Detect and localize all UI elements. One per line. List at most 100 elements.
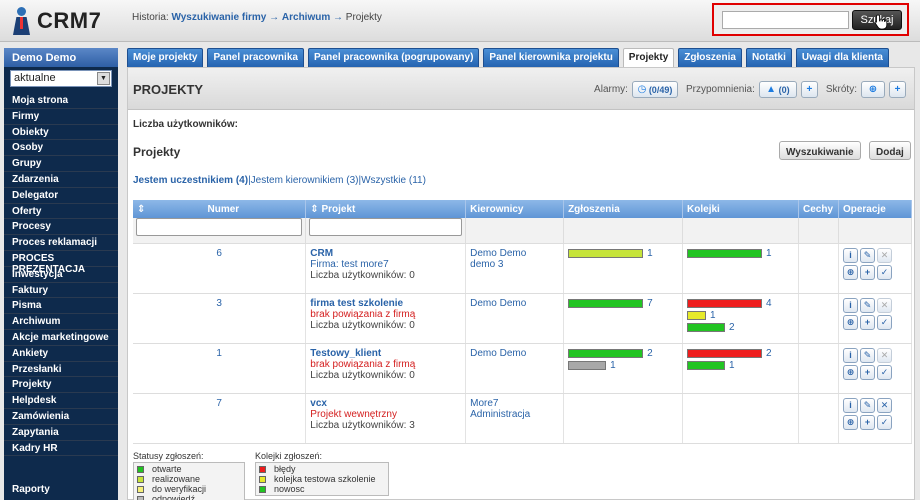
tab-projekty[interactable]: Projekty [622, 48, 675, 67]
count-bar-row[interactable]: 1 [568, 360, 678, 371]
add-icon[interactable]: + [859, 314, 875, 330]
sidebar-item[interactable]: Zamówienia [4, 408, 118, 425]
add-icon[interactable]: + [859, 364, 875, 380]
numer-filter-input[interactable] [136, 218, 303, 236]
search-projects-button[interactable]: Wyszukiwanie [779, 141, 861, 160]
add-icon[interactable]: + [859, 264, 875, 280]
sidebar-item[interactable]: Inwestycja [4, 266, 118, 283]
count-bar-row[interactable]: 2 [568, 348, 678, 359]
edit-icon[interactable]: ✎ [859, 297, 875, 313]
sidebar-item[interactable]: Zapytania [4, 424, 118, 441]
search-input[interactable] [722, 11, 849, 29]
breadcrumb-link-wyszukiwanie[interactable]: Wyszukiwanie firmy [171, 12, 267, 23]
cell-numer[interactable]: 3 [133, 293, 307, 344]
count-bar-row[interactable]: 4 [687, 298, 794, 309]
shortcuts-button[interactable]: ⊕ [861, 81, 885, 98]
add-project-button[interactable]: Dodaj [869, 141, 911, 160]
sidebar-item[interactable]: Przesłanki [4, 361, 118, 378]
check-icon[interactable]: ✓ [876, 414, 892, 430]
count-bar-row[interactable]: 2 [687, 322, 794, 333]
sidebar-item[interactable]: Akcje marketingowe [4, 329, 118, 346]
check-icon[interactable]: ✓ [876, 364, 892, 380]
cell-numer[interactable]: 7 [133, 393, 307, 444]
view-icon[interactable]: ⊕ [842, 264, 858, 280]
project-name-link[interactable]: vcx [310, 397, 327, 409]
cell-numer[interactable]: 1 [133, 343, 307, 394]
projekt-filter-input[interactable] [309, 218, 463, 236]
tab-uwagi[interactable]: Uwagi dla klienta [795, 48, 889, 67]
manager-link[interactable]: More7 Administracja [470, 397, 531, 420]
sidebar-item[interactable]: Ankiety [4, 345, 118, 362]
count-bar-row[interactable]: 2 [687, 348, 794, 359]
manager-link[interactable]: Demo Demo [470, 297, 527, 309]
sidebar-item[interactable]: Projekty [4, 377, 118, 394]
sidebar-item[interactable]: Oferty [4, 203, 118, 220]
sidebar-item[interactable]: Proces reklamacji [4, 235, 118, 251]
sidebar-item-raporty[interactable]: Raporty [4, 480, 118, 500]
manager-link[interactable]: Demo Demo [470, 347, 527, 359]
project-company[interactable]: Firma: test more7 [310, 258, 389, 270]
sidebar-item[interactable]: Faktury [4, 282, 118, 299]
col-cechy[interactable]: Cechy [798, 200, 839, 218]
info-icon[interactable]: i [842, 297, 858, 313]
view-icon[interactable]: ⊕ [842, 364, 858, 380]
filter-participant-link[interactable]: Jestem uczestnikiem (4) [133, 175, 249, 186]
tab-panel-pracownika-pogrupowany[interactable]: Panel pracownika (pogrupowany) [307, 48, 480, 67]
alarms-button[interactable]: ◷ (0/49) [631, 81, 678, 98]
sidebar-item[interactable]: PROCES PREZENTACJA [4, 250, 118, 275]
col-projekt[interactable]: ⇕ Projekt [305, 200, 467, 218]
project-name-link[interactable]: Testowy_klient [310, 347, 382, 359]
delete-icon[interactable]: ✕ [876, 247, 892, 263]
sidebar-item[interactable]: Obiekty [4, 124, 118, 141]
check-icon[interactable]: ✓ [876, 264, 892, 280]
count-bar-row[interactable]: 1 [687, 310, 794, 321]
count-bar-row[interactable]: 1 [687, 248, 794, 259]
sidebar-user-name[interactable]: Demo Demo [4, 48, 118, 67]
manager-link[interactable]: demo 3 [470, 258, 504, 270]
info-icon[interactable]: i [842, 247, 858, 263]
filter-manager-link[interactable]: Jestem kierownikiem (3) [250, 175, 359, 186]
tab-panel-pracownika[interactable]: Panel pracownika [207, 48, 304, 67]
logo[interactable]: CRM7 [10, 6, 101, 36]
tab-zgloszenia[interactable]: Zgłoszenia [678, 48, 742, 67]
col-kierownicy[interactable]: Kierownicy [465, 200, 565, 218]
sidebar-item[interactable]: Procesy [4, 219, 118, 236]
edit-icon[interactable]: ✎ [859, 247, 875, 263]
delete-icon[interactable]: ✕ [876, 347, 892, 363]
sidebar-item[interactable]: Moja strona [4, 93, 118, 109]
sidebar-item[interactable]: Grupy [4, 156, 118, 172]
add-shortcut-button[interactable]: + [889, 81, 906, 98]
col-kolejki[interactable]: Kolejki [682, 200, 799, 218]
sidebar-item[interactable]: Delegator [4, 187, 118, 204]
sidebar-item[interactable]: Firmy [4, 108, 118, 125]
col-numer[interactable]: ⇕ Numer [133, 200, 307, 218]
info-icon[interactable]: i [842, 397, 858, 413]
edit-icon[interactable]: ✎ [859, 397, 875, 413]
sidebar-item[interactable]: Osoby [4, 140, 118, 157]
project-name-link[interactable]: firma test szkolenie [310, 297, 404, 309]
count-bar-row[interactable]: 1 [568, 248, 678, 259]
col-zgloszenia[interactable]: Zgłoszenia [563, 200, 684, 218]
filter-all-link[interactable]: Wszystkie (11) [361, 175, 426, 186]
sidebar-item[interactable]: Pisma [4, 298, 118, 315]
sidebar-filter-select[interactable]: aktualne ▼ [10, 70, 112, 87]
tab-moje-projekty[interactable]: Moje projekty [127, 48, 204, 67]
sidebar-item[interactable]: Archiwum [4, 314, 118, 330]
sidebar-item[interactable]: Kadry HR [4, 440, 118, 457]
project-name-link[interactable]: CRM [310, 247, 334, 259]
view-icon[interactable]: ⊕ [842, 314, 858, 330]
reminders-button[interactable]: ▲ (0) [758, 81, 797, 98]
chevron-down-icon[interactable]: ▼ [97, 72, 110, 85]
info-icon[interactable]: i [842, 347, 858, 363]
add-reminder-button[interactable]: + [800, 81, 818, 98]
delete-icon[interactable]: ✕ [876, 297, 892, 313]
count-bar-row[interactable]: 1 [687, 360, 794, 371]
delete-icon[interactable]: ✕ [876, 397, 892, 413]
check-icon[interactable]: ✓ [876, 314, 892, 330]
manager-link[interactable]: Demo Demo [470, 247, 527, 259]
cell-numer[interactable]: 6 [133, 243, 307, 294]
add-icon[interactable]: + [859, 414, 875, 430]
tab-notatki[interactable]: Notatki [745, 48, 792, 67]
breadcrumb-link-archiwum[interactable]: Archiwum [281, 12, 331, 23]
edit-icon[interactable]: ✎ [859, 347, 875, 363]
